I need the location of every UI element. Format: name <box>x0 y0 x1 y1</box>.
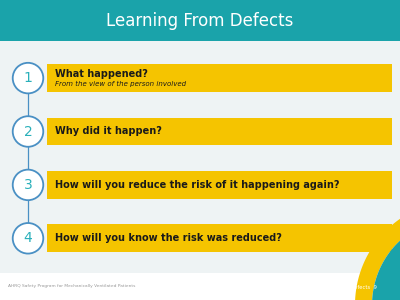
Text: Learning From Defects: Learning From Defects <box>106 12 294 30</box>
FancyBboxPatch shape <box>0 273 400 300</box>
Circle shape <box>13 223 43 254</box>
Text: AHRQ Safety Program for Mechanically Ventilated Patients: AHRQ Safety Program for Mechanically Ven… <box>8 284 135 289</box>
Circle shape <box>13 63 43 93</box>
Text: 4: 4 <box>24 231 32 245</box>
Text: 2: 2 <box>24 124 32 139</box>
Text: Why did it happen?: Why did it happen? <box>55 127 162 136</box>
Polygon shape <box>372 219 400 300</box>
Text: 1: 1 <box>24 71 32 85</box>
FancyBboxPatch shape <box>0 0 400 41</box>
Text: What happened?: What happened? <box>55 69 148 79</box>
FancyBboxPatch shape <box>47 118 392 146</box>
FancyBboxPatch shape <box>47 224 392 252</box>
Text: 3: 3 <box>24 178 32 192</box>
Text: How will you know the risk was reduced?: How will you know the risk was reduced? <box>55 233 282 243</box>
Text: Learn From Defects  9: Learn From Defects 9 <box>319 285 377 290</box>
Text: From the view of the person involved: From the view of the person involved <box>55 81 186 87</box>
Circle shape <box>13 169 43 200</box>
Text: How will you reduce the risk of it happening again?: How will you reduce the risk of it happe… <box>55 180 340 190</box>
Polygon shape <box>355 205 400 300</box>
FancyBboxPatch shape <box>47 64 392 92</box>
FancyBboxPatch shape <box>47 171 392 199</box>
Circle shape <box>13 116 43 147</box>
